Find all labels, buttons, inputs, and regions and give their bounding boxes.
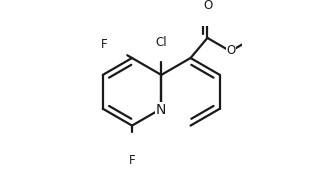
Text: O: O xyxy=(204,0,213,12)
Text: O: O xyxy=(227,44,236,57)
Text: F: F xyxy=(101,38,108,51)
Text: N: N xyxy=(156,103,166,117)
Text: F: F xyxy=(129,154,135,167)
Text: Cl: Cl xyxy=(156,36,167,49)
